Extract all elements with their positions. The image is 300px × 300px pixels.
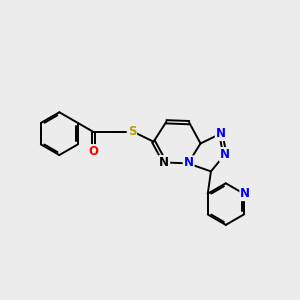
Text: N: N xyxy=(220,148,230,161)
Text: N: N xyxy=(159,156,169,169)
Text: N: N xyxy=(184,156,194,169)
Text: O: O xyxy=(88,145,98,158)
Text: N: N xyxy=(216,127,226,140)
Text: N: N xyxy=(240,187,250,200)
Text: S: S xyxy=(128,125,136,138)
